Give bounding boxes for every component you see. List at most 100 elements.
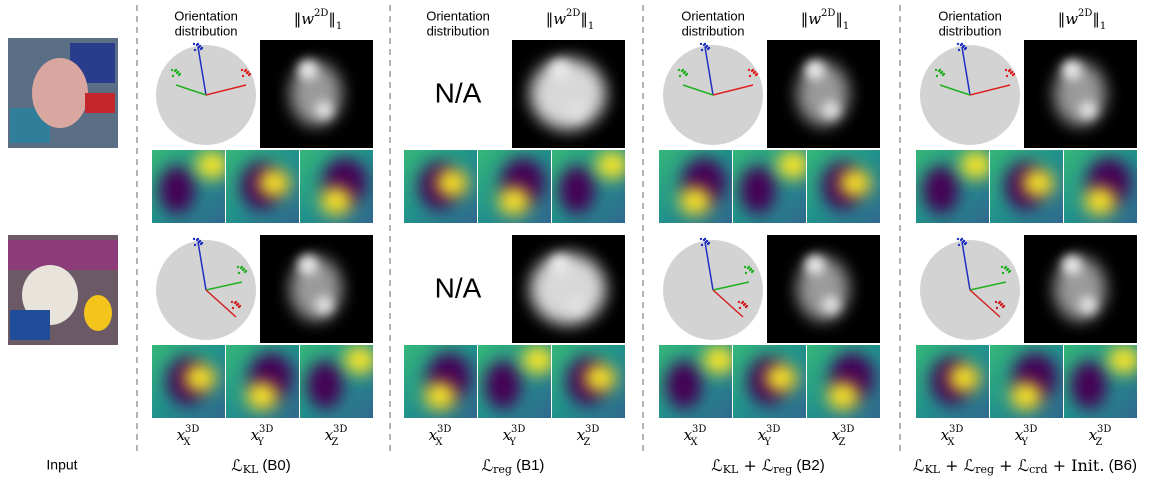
orientation-plot	[663, 238, 763, 340]
photo-object	[8, 240, 118, 270]
sample-dot	[744, 266, 746, 268]
sample-dot	[1005, 266, 1007, 268]
weight-map	[260, 40, 373, 148]
sample-dot	[194, 244, 196, 246]
weight-blob	[315, 296, 333, 314]
norm-bar: ‖	[580, 10, 588, 28]
sample-dot	[682, 69, 684, 71]
sample-dot	[241, 69, 243, 71]
weight-map	[767, 40, 880, 148]
map-blob	[839, 169, 871, 197]
feature-sup: 3D	[692, 424, 706, 435]
sample-dot	[243, 268, 245, 270]
sample-dot	[752, 270, 754, 272]
feature-label: x3DX	[429, 424, 452, 448]
sample-dot	[999, 301, 1001, 303]
sample-dot	[201, 242, 203, 244]
term-symbol: ℒ	[762, 456, 774, 475]
sample-dot	[701, 244, 703, 246]
map-blob	[485, 361, 521, 409]
map-blob	[320, 187, 352, 215]
feature-map	[478, 150, 551, 223]
sample-dot	[239, 305, 241, 307]
term-joiner: +	[994, 456, 1018, 475]
term-sub: reg	[975, 463, 994, 476]
sample-dot	[199, 240, 201, 242]
sample-dot	[678, 69, 680, 71]
norm-bar: ‖	[1058, 10, 1066, 28]
feature-map	[404, 150, 477, 223]
feature-sub: Z	[1095, 437, 1102, 448]
norm-base: w	[553, 10, 566, 28]
sample-dot	[995, 301, 997, 303]
sample-dot	[1001, 303, 1003, 305]
sample-dot	[201, 47, 203, 49]
map-blob	[184, 364, 216, 392]
sample-dot	[171, 69, 173, 71]
sample-dot	[965, 47, 967, 49]
sample-dot	[684, 71, 686, 73]
norm-label: ‖w2D‖1	[294, 8, 343, 32]
feature-map	[404, 345, 477, 418]
map-blob	[596, 151, 628, 179]
weight-blob	[567, 296, 585, 314]
sample-dot	[238, 272, 240, 274]
sample-dot	[704, 43, 706, 45]
norm-base: w	[1065, 10, 1078, 28]
caption-suffix: (B1)	[512, 457, 545, 474]
term-joiner: +	[1048, 456, 1072, 475]
input-label: Input	[46, 457, 77, 473]
feature-map	[916, 150, 992, 223]
map-blob	[827, 382, 859, 410]
term-symbol: ℒ	[964, 456, 976, 475]
sample-dot	[963, 45, 965, 47]
norm-sub: 1	[588, 21, 594, 32]
sample-dot	[179, 73, 181, 75]
map-blob	[923, 166, 959, 214]
term-sub: KL	[925, 463, 941, 476]
sample-dot	[708, 47, 710, 49]
sample-dot	[1002, 272, 1004, 274]
sample-dot	[745, 272, 747, 274]
weight-blob	[1062, 255, 1082, 275]
map-blob	[679, 187, 711, 215]
feature-sub: X	[435, 437, 443, 448]
sample-dot	[1011, 71, 1013, 73]
sample-dot	[704, 238, 706, 240]
map-blob	[584, 364, 616, 392]
norm-base: w	[808, 10, 821, 28]
sample-dot	[241, 266, 243, 268]
feature-sub: X	[947, 437, 955, 448]
orientation-label: Orientation	[681, 8, 745, 23]
feature-map	[1064, 345, 1140, 418]
caption-suffix: (B0)	[258, 457, 291, 474]
feature-label: x3DY	[758, 424, 781, 448]
map-blob	[344, 346, 376, 374]
feature-sub: X	[183, 437, 191, 448]
column-caption: ℒKL + ℒreg (B2)	[711, 456, 825, 477]
feature-sub: Z	[838, 437, 845, 448]
weight-map	[260, 235, 373, 343]
sample-dot	[679, 75, 681, 77]
norm-sup: 2D	[566, 8, 580, 19]
feature-sup: 3D	[949, 424, 963, 435]
feature-map	[1064, 150, 1137, 223]
column-caption: ℒreg (B1)	[482, 456, 545, 477]
sample-dot	[749, 75, 751, 77]
orientation-label: Orientation	[938, 8, 1002, 23]
photo-object	[85, 93, 115, 113]
map-blob	[1071, 361, 1107, 409]
caption-suffix: (B6)	[1104, 457, 1137, 474]
term-sub: KL	[723, 463, 739, 476]
map-blob	[196, 151, 228, 179]
sample-dot	[957, 43, 959, 45]
sample-dot	[199, 45, 201, 47]
weight-blob	[315, 101, 333, 119]
sample-dot	[247, 71, 249, 73]
sample-dot	[242, 75, 244, 77]
sample-dot	[231, 301, 233, 303]
feature-sup: 3D	[185, 424, 199, 435]
sample-dot	[197, 43, 199, 45]
term-sub: reg	[493, 463, 512, 476]
